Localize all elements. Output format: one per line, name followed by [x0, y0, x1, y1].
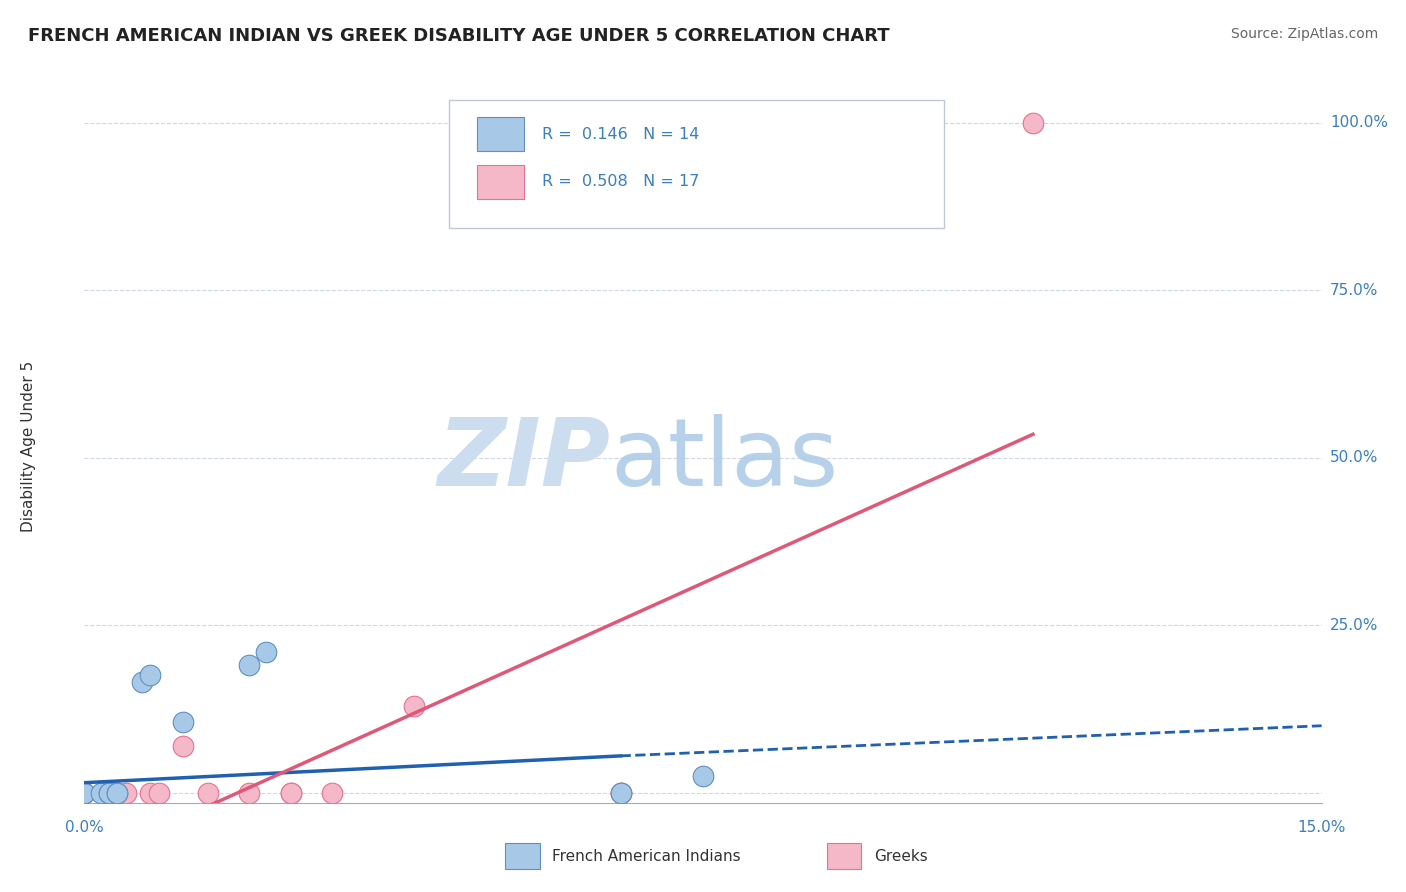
Point: [254, 645, 277, 659]
Point: [73, 786, 96, 800]
Text: 50.0%: 50.0%: [1330, 450, 1378, 466]
Point: [98, 786, 121, 800]
Point: [609, 786, 631, 800]
Text: R =  0.146   N = 14: R = 0.146 N = 14: [543, 127, 700, 142]
Text: Source: ZipAtlas.com: Source: ZipAtlas.com: [1230, 27, 1378, 41]
Text: FRENCH AMERICAN INDIAN VS GREEK DISABILITY AGE UNDER 5 CORRELATION CHART: FRENCH AMERICAN INDIAN VS GREEK DISABILI…: [28, 27, 890, 45]
Point: [197, 786, 219, 800]
Point: [238, 658, 260, 673]
Text: atlas: atlas: [610, 414, 838, 507]
Point: [98, 786, 121, 800]
Text: 25.0%: 25.0%: [1330, 618, 1378, 632]
Point: [238, 786, 260, 800]
Point: [131, 675, 153, 690]
FancyBboxPatch shape: [450, 100, 945, 228]
Text: R =  0.508   N = 17: R = 0.508 N = 17: [543, 175, 700, 189]
FancyBboxPatch shape: [827, 844, 862, 869]
Point: [105, 786, 128, 800]
FancyBboxPatch shape: [505, 844, 540, 869]
Point: [139, 786, 162, 800]
Point: [280, 786, 302, 800]
Point: [609, 786, 631, 800]
Text: 100.0%: 100.0%: [1330, 115, 1388, 130]
Point: [148, 786, 170, 800]
Point: [73, 786, 96, 800]
Text: Disability Age Under 5: Disability Age Under 5: [21, 360, 37, 532]
Text: French American Indians: French American Indians: [553, 849, 741, 863]
Point: [139, 668, 162, 682]
Text: 75.0%: 75.0%: [1330, 283, 1378, 298]
Text: 15.0%: 15.0%: [1298, 820, 1346, 835]
Point: [172, 739, 194, 753]
Point: [73, 786, 96, 800]
FancyBboxPatch shape: [477, 117, 523, 152]
Point: [73, 786, 96, 800]
Point: [609, 786, 631, 800]
FancyBboxPatch shape: [477, 165, 523, 199]
Point: [280, 786, 302, 800]
Point: [90, 786, 112, 800]
Point: [114, 786, 136, 800]
Text: 0.0%: 0.0%: [65, 820, 104, 835]
Point: [172, 715, 194, 730]
Point: [1022, 116, 1045, 130]
Point: [105, 786, 128, 800]
Point: [73, 786, 96, 800]
Text: ZIP: ZIP: [437, 414, 610, 507]
Point: [404, 698, 426, 713]
Point: [105, 786, 128, 800]
Point: [692, 769, 714, 783]
Point: [321, 786, 343, 800]
Text: Greeks: Greeks: [873, 849, 928, 863]
